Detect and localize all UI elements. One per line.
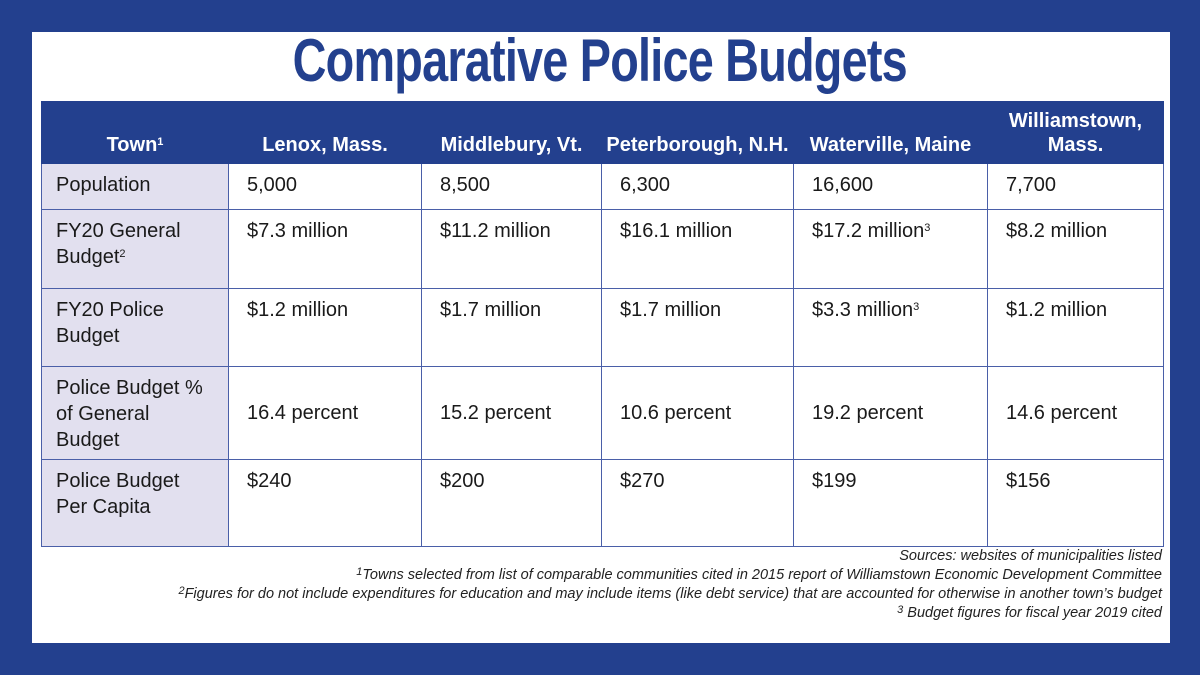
header-column: Lenox, Mass.: [228, 101, 422, 164]
table-cell: 7,700: [987, 163, 1164, 210]
table-cell: 16,600: [793, 163, 988, 210]
row-label: FY20 General Budget2: [41, 209, 229, 289]
table-cell-text: $8.2 million: [1006, 220, 1108, 242]
row-label: Police Budget Per Capita: [41, 459, 229, 547]
footnote-marker: 3: [897, 604, 904, 616]
header-town: Town1: [41, 101, 229, 164]
footnote: 3 Budget figures for fiscal year 2019 ci…: [178, 604, 1162, 623]
row-label-text: FY20 General Budget: [56, 220, 181, 268]
table-cell: $16.1 million: [601, 209, 794, 289]
table-cell-text: $16.1 million: [620, 220, 733, 242]
footnote-text: Figures for do not include expenditures …: [184, 586, 1162, 602]
table-cell-text: $1.2 million: [1006, 299, 1108, 321]
header-column-text: Peterborough, N.H.: [606, 134, 789, 156]
table-cell-text: 8,500: [440, 174, 491, 196]
header-column: Peterborough, N.H.: [601, 101, 794, 164]
table-cell: $200: [421, 459, 602, 547]
superscript: 2: [119, 248, 126, 260]
footnotes: Sources: websites of municipalities list…: [178, 547, 1162, 623]
footnote: 2Figures for do not include expenditures…: [178, 585, 1162, 604]
footnote: Sources: websites of municipalities list…: [178, 547, 1162, 566]
table-cell-text: 19.2 percent: [812, 402, 924, 424]
table-cell-text: $156: [1006, 470, 1051, 492]
table-row: Police Budget % of General Budget 16.4 pe…: [41, 366, 1164, 460]
table-cell: $8.2 million: [987, 209, 1164, 289]
table-cell-text: 5,000: [247, 174, 298, 196]
table-cell: $1.2 million: [987, 288, 1164, 367]
table-cell-text: $11.2 million: [440, 220, 551, 242]
header-row: Town1 Lenox, Mass. Middlebury, Vt. Peterbor…: [41, 101, 1164, 164]
table-cell: $1.2 million: [228, 288, 422, 367]
table-cell-text: $3.3 million: [812, 299, 914, 321]
table-cell-text: $1.2 million: [247, 299, 349, 321]
table-cell: 8,500: [421, 163, 602, 210]
superscript: 3: [913, 301, 920, 313]
table-cell: $1.7 million: [601, 288, 794, 367]
row-label-text: Police Budget % of General Budget: [56, 377, 203, 451]
footnote-marker: 1: [356, 566, 363, 578]
footnote-text: Towns selected from list of comparable c…: [362, 567, 1162, 583]
header-column: Waterville, Maine: [793, 101, 988, 164]
footnote-text: Sources: websites of municipalities list…: [899, 548, 1162, 564]
table-cell: $240: [228, 459, 422, 547]
superscript: 1: [157, 136, 164, 148]
header-column-text: Lenox, Mass.: [262, 134, 388, 156]
header-column-text: Middlebury, Vt.: [440, 134, 583, 156]
table-cell-text: 6,300: [620, 174, 671, 196]
table-cell: 6,300: [601, 163, 794, 210]
table-row: FY20 General Budget2 $7.3 million $11.2 mi…: [41, 209, 1164, 289]
table-cell-text: 15.2 percent: [440, 402, 552, 424]
superscript: 3: [924, 222, 931, 234]
row-label-text: Police Budget Per Capita: [56, 470, 180, 518]
row-label-text: Population: [56, 174, 151, 196]
table-cell: $11.2 million: [421, 209, 602, 289]
table-cell: $199: [793, 459, 988, 547]
table-cell-text: 16,600: [812, 174, 874, 196]
table-cell: $3.3 million3: [793, 288, 988, 367]
row-label: FY20 Police Budget: [41, 288, 229, 367]
table-cell-text: 16.4 percent: [247, 402, 359, 424]
table-cell: 5,000: [228, 163, 422, 210]
header-column-text: Waterville, Maine: [809, 134, 972, 156]
header-column-text: Williamstown, Mass.: [1008, 110, 1143, 156]
table-cell-text: $1.7 million: [620, 299, 722, 321]
table-cell-text: 10.6 percent: [620, 402, 732, 424]
table-cell: $17.2 million3: [793, 209, 988, 289]
table-cell-text: $200: [440, 470, 485, 492]
table-cell-text: 14.6 percent: [1006, 402, 1118, 424]
budget-table: Town1 Lenox, Mass. Middlebury, Vt. Peterbor…: [41, 101, 1164, 547]
row-label: Police Budget % of General Budget: [41, 366, 229, 460]
row-label-text: FY20 Police Budget: [56, 299, 164, 347]
table-cell-text: 7,700: [1006, 174, 1057, 196]
table-cell: 15.2 percent: [421, 366, 602, 460]
table-row: Population 5,000 8,500 6,300 16,600 7,700: [41, 163, 1164, 210]
table-cell: 14.6 percent: [987, 366, 1164, 460]
table-cell: $156: [987, 459, 1164, 547]
table-cell-text: $240: [247, 470, 292, 492]
footnote-text: Budget figures for fiscal year 2019 cite…: [903, 605, 1162, 621]
footnote-marker: 2: [178, 585, 185, 597]
table-cell-text: $199: [812, 470, 857, 492]
header-column: Williamstown, Mass.: [987, 101, 1164, 164]
table-cell-text: $270: [620, 470, 665, 492]
table-row: Police Budget Per Capita $240 $200 $270 $199…: [41, 459, 1164, 547]
header-town-text: Town: [106, 134, 158, 156]
table-cell: 16.4 percent: [228, 366, 422, 460]
table-cell: $7.3 million: [228, 209, 422, 289]
table-cell-text: $1.7 million: [440, 299, 542, 321]
page-title: Comparative Police Budgets: [0, 26, 1200, 95]
table-cell-text: $7.3 million: [247, 220, 349, 242]
title-text: Comparative Police Budgets: [292, 27, 908, 94]
table-cell: 19.2 percent: [793, 366, 988, 460]
table-cell: 10.6 percent: [601, 366, 794, 460]
header-column: Middlebury, Vt.: [421, 101, 602, 164]
table-cell: $270: [601, 459, 794, 547]
row-label: Population: [41, 163, 229, 210]
table-row: FY20 Police Budget $1.2 million $1.7 milli…: [41, 288, 1164, 367]
table-cell-text: $17.2 million: [812, 220, 925, 242]
table-cell: $1.7 million: [421, 288, 602, 367]
footnote: 1Towns selected from list of comparable …: [178, 566, 1162, 585]
